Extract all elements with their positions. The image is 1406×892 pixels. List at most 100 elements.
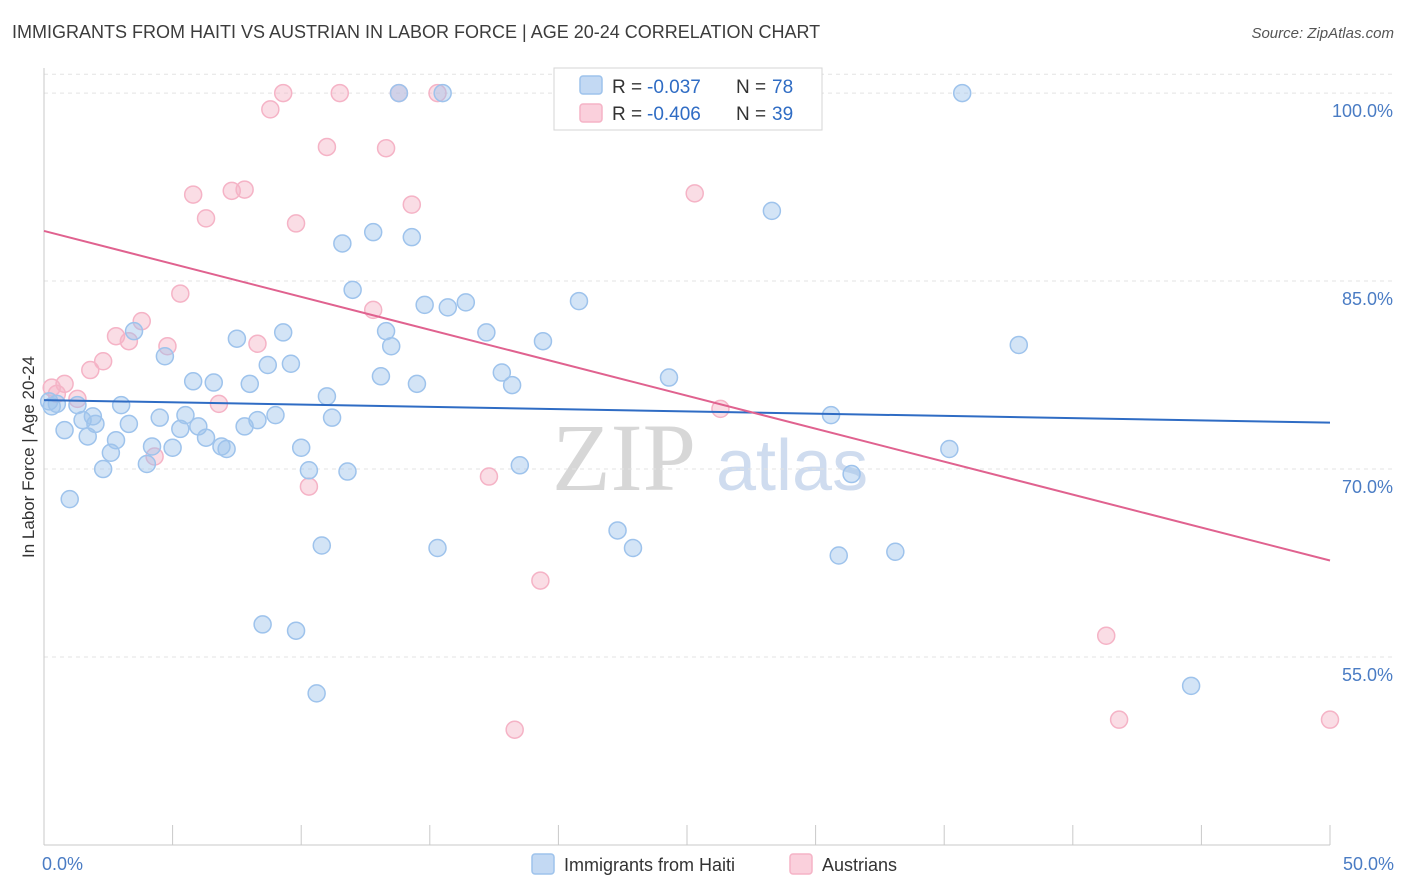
haiti-point xyxy=(502,375,522,395)
chart-source: Source: ZipAtlas.com xyxy=(1251,25,1394,42)
haiti-point xyxy=(60,489,79,509)
legend: R = -0.037 N = 78 R = -0.406 N = 39 xyxy=(553,67,823,131)
haiti-point xyxy=(363,222,383,242)
haiti-point xyxy=(402,227,422,247)
austrians-point xyxy=(428,83,447,103)
haiti-point xyxy=(829,546,848,565)
haiti-point xyxy=(155,346,175,366)
haiti-point xyxy=(492,363,512,382)
austrians-point xyxy=(299,477,319,496)
austrians-point xyxy=(261,100,280,119)
haiti-point xyxy=(55,420,74,440)
y-tick-label: 85.0% xyxy=(1342,289,1393,309)
legend-r-label-haiti: R = xyxy=(612,77,642,98)
haiti-point xyxy=(952,83,972,103)
haiti-point xyxy=(176,405,195,425)
haiti-point xyxy=(227,329,247,348)
haiti-point xyxy=(1181,676,1201,696)
haiti-point xyxy=(569,291,589,311)
haiti-point xyxy=(281,354,301,374)
legend-n-label-haiti: N = xyxy=(736,77,766,98)
haiti-point xyxy=(111,395,131,415)
y-tick-label: 70.0% xyxy=(1342,477,1393,497)
haiti-point xyxy=(533,331,553,351)
x-tick-label-max: 50.0% xyxy=(1343,854,1394,874)
haiti-point xyxy=(381,336,401,356)
chart-title: IMMIGRANTS FROM HAITI VS AUSTRIAN IN LAB… xyxy=(12,22,820,42)
austrians-point xyxy=(505,720,524,739)
y-tick-label: 55.0% xyxy=(1342,665,1393,685)
austrians-point xyxy=(531,571,550,590)
austrians-point xyxy=(81,360,100,380)
haiti-point xyxy=(940,439,959,459)
haiti-point xyxy=(150,408,169,427)
haiti-point xyxy=(510,456,530,475)
haiti-point xyxy=(106,430,126,450)
haiti-point xyxy=(299,461,319,480)
austrians-point xyxy=(55,374,74,394)
haiti-point xyxy=(124,321,144,341)
austrians-point xyxy=(183,185,203,204)
haiti-point xyxy=(322,408,342,427)
haiti-point xyxy=(407,374,427,394)
legend-n-label-austrians: N = xyxy=(736,104,766,125)
watermark-zip: ZIP xyxy=(552,404,696,511)
austrians-point xyxy=(376,138,396,158)
haiti-point xyxy=(86,414,105,434)
haiti-point xyxy=(137,454,157,474)
haiti-point xyxy=(163,438,182,457)
haiti-point xyxy=(183,372,203,391)
x-tick-label-min: 0.0% xyxy=(42,854,83,874)
haiti-point xyxy=(456,293,476,312)
austrians-point xyxy=(479,467,499,486)
austrians-point xyxy=(235,180,254,199)
haiti-point xyxy=(1009,335,1029,355)
series-legend-swatch-haiti xyxy=(531,853,555,875)
haiti-point xyxy=(623,538,643,558)
haiti-point xyxy=(142,437,162,456)
haiti-point xyxy=(886,542,905,561)
y-axis-label: In Labor Force | Age 20-24 xyxy=(19,356,38,558)
y-tick-label: 100.0% xyxy=(1332,101,1393,121)
haiti-point xyxy=(286,621,306,640)
haiti-point xyxy=(821,405,841,425)
austrians-point xyxy=(248,334,267,353)
austrians-point xyxy=(196,209,216,228)
series-legend-label-austrians: Austrians xyxy=(822,855,897,875)
austrians-point xyxy=(68,389,87,409)
legend-r-label-austrians: R = xyxy=(612,104,642,125)
haiti-point xyxy=(273,323,293,342)
series-haiti-points xyxy=(39,83,1201,703)
haiti-point xyxy=(371,367,391,386)
watermark-atlas: atlas xyxy=(716,426,868,506)
trend-line-austrians xyxy=(43,229,1331,562)
austrians-point xyxy=(685,184,704,203)
haiti-point xyxy=(119,414,139,434)
haiti-point xyxy=(438,298,458,317)
haiti-point xyxy=(312,536,332,555)
haiti-point xyxy=(343,280,362,300)
haiti-point xyxy=(317,387,337,406)
haiti-point xyxy=(389,83,409,103)
haiti-point xyxy=(762,201,782,221)
series-legend: Immigrants from Haiti Austrians xyxy=(531,853,897,875)
series-legend-swatch-austrians xyxy=(789,853,813,875)
austrians-point xyxy=(286,214,306,233)
haiti-point xyxy=(204,373,224,392)
austrians-point xyxy=(273,83,293,103)
haiti-point xyxy=(477,323,496,342)
x-axis-ticks xyxy=(43,825,1331,845)
legend-r-value-haiti: -0.037 xyxy=(647,77,701,98)
haiti-point xyxy=(415,295,434,315)
y-tick-labels: 55.0% 70.0% 85.0% 100.0% xyxy=(1332,101,1393,685)
haiti-point xyxy=(253,615,272,634)
haiti-point xyxy=(433,83,452,103)
austrians-point xyxy=(330,83,350,103)
haiti-point xyxy=(240,374,260,394)
haiti-point xyxy=(291,438,311,457)
austrians-point xyxy=(317,137,337,157)
haiti-point xyxy=(266,405,285,425)
legend-n-value-austrians: 39 xyxy=(772,104,793,125)
austrians-point xyxy=(1096,626,1116,645)
